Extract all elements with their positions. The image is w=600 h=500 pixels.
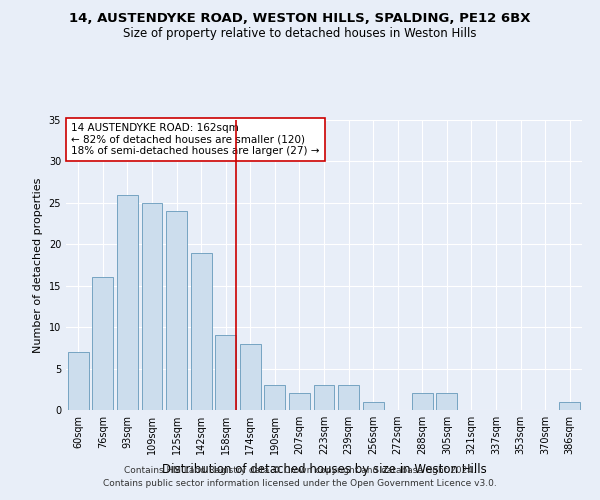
X-axis label: Distribution of detached houses by size in Weston Hills: Distribution of detached houses by size …	[161, 462, 487, 475]
Bar	[68, 352, 89, 410]
Bar	[191, 252, 212, 410]
Bar	[362, 402, 383, 410]
Text: 14, AUSTENDYKE ROAD, WESTON HILLS, SPALDING, PE12 6BX: 14, AUSTENDYKE ROAD, WESTON HILLS, SPALD…	[69, 12, 531, 26]
Text: Size of property relative to detached houses in Weston Hills: Size of property relative to detached ho…	[123, 28, 477, 40]
Bar	[142, 203, 163, 410]
Bar	[92, 278, 113, 410]
Text: 14 AUSTENDYKE ROAD: 162sqm
← 82% of detached houses are smaller (120)
18% of sem: 14 AUSTENDYKE ROAD: 162sqm ← 82% of deta…	[71, 123, 320, 156]
Y-axis label: Number of detached properties: Number of detached properties	[33, 178, 43, 352]
Bar	[289, 394, 310, 410]
Text: Contains HM Land Registry data © Crown copyright and database right 2024.
Contai: Contains HM Land Registry data © Crown c…	[103, 466, 497, 487]
Bar	[436, 394, 457, 410]
Bar	[240, 344, 261, 410]
Bar	[265, 385, 286, 410]
Bar	[314, 385, 334, 410]
Bar	[215, 336, 236, 410]
Bar	[117, 194, 138, 410]
Bar	[338, 385, 359, 410]
Bar	[559, 402, 580, 410]
Bar	[412, 394, 433, 410]
Bar	[166, 211, 187, 410]
